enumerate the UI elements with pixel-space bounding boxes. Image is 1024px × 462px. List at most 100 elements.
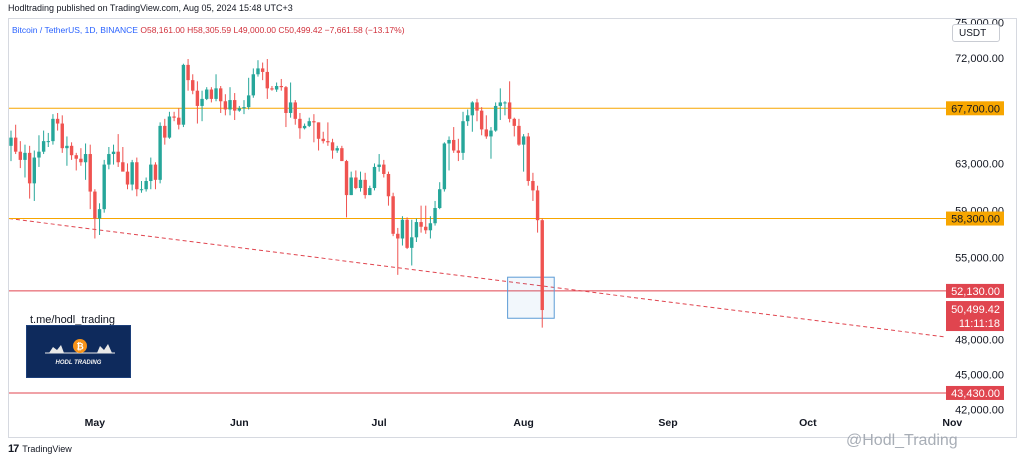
- candle-body[interactable]: [65, 145, 69, 149]
- candle-body[interactable]: [447, 139, 451, 144]
- candle-body[interactable]: [200, 98, 204, 106]
- candle-body[interactable]: [475, 102, 479, 111]
- candle-body[interactable]: [97, 209, 102, 219]
- candle-body[interactable]: [102, 164, 106, 210]
- candle-body[interactable]: [232, 100, 237, 111]
- candle-body[interactable]: [307, 121, 311, 126]
- candle-body[interactable]: [340, 148, 344, 162]
- candle-body[interactable]: [396, 233, 400, 239]
- candle-body[interactable]: [372, 166, 377, 189]
- candle-body[interactable]: [326, 141, 330, 143]
- candle-body[interactable]: [246, 95, 251, 108]
- candle-body[interactable]: [517, 125, 521, 145]
- candle-body[interactable]: [46, 141, 50, 143]
- candle-body[interactable]: [503, 102, 507, 104]
- candle-body[interactable]: [274, 86, 279, 90]
- candle-body[interactable]: [32, 157, 36, 184]
- candle-body[interactable]: [438, 189, 442, 208]
- candle-body[interactable]: [489, 130, 493, 137]
- candle-body[interactable]: [130, 162, 134, 185]
- candle-body[interactable]: [23, 152, 27, 160]
- candle-body[interactable]: [88, 154, 92, 192]
- candle-body[interactable]: [93, 191, 97, 219]
- candle-body[interactable]: [139, 189, 144, 191]
- candle-body[interactable]: [107, 154, 111, 165]
- candle-body[interactable]: [149, 164, 153, 182]
- candle-body[interactable]: [335, 148, 339, 151]
- candle-body[interactable]: [405, 219, 409, 248]
- candle-body[interactable]: [526, 136, 530, 182]
- candle-body[interactable]: [116, 151, 120, 163]
- candle-body[interactable]: [205, 89, 209, 99]
- candle-body[interactable]: [433, 207, 437, 224]
- candle-body[interactable]: [349, 177, 353, 196]
- candle-body[interactable]: [540, 220, 544, 311]
- candle-body[interactable]: [260, 68, 265, 72]
- candle-body[interactable]: [177, 117, 181, 125]
- candle-body[interactable]: [219, 88, 223, 102]
- candle-body[interactable]: [498, 102, 502, 106]
- candle-body[interactable]: [83, 154, 88, 163]
- candle-body[interactable]: [321, 138, 325, 142]
- candle-body[interactable]: [414, 222, 419, 238]
- candle-body[interactable]: [144, 181, 148, 190]
- candle-body[interactable]: [377, 164, 381, 167]
- candle-body[interactable]: [312, 121, 316, 123]
- candle-body[interactable]: [9, 137, 13, 146]
- chart-frame[interactable]: [8, 18, 1017, 438]
- candle-body[interactable]: [13, 137, 18, 152]
- candle-body[interactable]: [270, 88, 274, 90]
- candle-body[interactable]: [452, 139, 456, 151]
- candle-body[interactable]: [158, 125, 162, 180]
- candle-body[interactable]: [74, 155, 78, 159]
- candle-body[interactable]: [428, 223, 433, 231]
- candle-body[interactable]: [465, 115, 470, 122]
- candle-body[interactable]: [37, 151, 41, 158]
- candle-body[interactable]: [18, 151, 23, 160]
- candle-body[interactable]: [242, 107, 246, 109]
- candle-body[interactable]: [284, 87, 288, 113]
- candle-body[interactable]: [298, 118, 302, 129]
- candle-body[interactable]: [121, 162, 125, 172]
- candle-body[interactable]: [354, 177, 358, 189]
- candle-body[interactable]: [493, 105, 498, 131]
- candle-body[interactable]: [237, 108, 242, 111]
- candle-body[interactable]: [531, 181, 535, 191]
- candle-body[interactable]: [195, 90, 200, 106]
- trendline[interactable]: [8, 218, 947, 338]
- candle-body[interactable]: [507, 102, 512, 119]
- candle-body[interactable]: [135, 162, 139, 190]
- candle-body[interactable]: [251, 74, 256, 96]
- candle-body[interactable]: [400, 219, 405, 239]
- candle-body[interactable]: [386, 173, 391, 197]
- candle-body[interactable]: [484, 129, 489, 137]
- candle-body[interactable]: [368, 188, 372, 196]
- candle-body[interactable]: [344, 161, 349, 196]
- candle-body[interactable]: [479, 110, 484, 130]
- candle-body[interactable]: [391, 196, 395, 234]
- candle-body[interactable]: [521, 136, 526, 145]
- candle-body[interactable]: [153, 164, 158, 180]
- highlight-box[interactable]: [507, 276, 555, 319]
- candle-body[interactable]: [442, 143, 447, 190]
- candle-body[interactable]: [223, 101, 228, 110]
- candle-body[interactable]: [191, 80, 195, 91]
- candle-body[interactable]: [256, 68, 260, 75]
- candle-body[interactable]: [125, 171, 130, 185]
- candle-body[interactable]: [512, 118, 516, 126]
- candle-body[interactable]: [167, 116, 172, 138]
- candle-body[interactable]: [419, 222, 423, 227]
- candle-body[interactable]: [41, 141, 46, 152]
- candle-body[interactable]: [163, 125, 167, 138]
- candle-body[interactable]: [27, 152, 32, 184]
- candle-body[interactable]: [214, 88, 218, 99]
- candle-body[interactable]: [181, 64, 186, 125]
- candle-body[interactable]: [424, 226, 428, 231]
- candle-body[interactable]: [69, 145, 74, 156]
- candle-body[interactable]: [456, 150, 461, 153]
- candle-body[interactable]: [60, 123, 64, 149]
- candle-body[interactable]: [382, 164, 386, 174]
- candle-body[interactable]: [330, 142, 335, 151]
- currency-button[interactable]: USDT: [952, 24, 1000, 42]
